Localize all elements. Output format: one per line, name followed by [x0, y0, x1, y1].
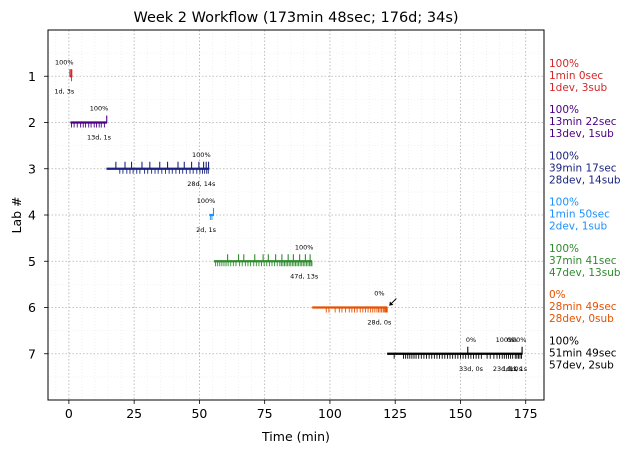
chart-title: Week 2 Workflow (173min 48sec; 176d; 34s…	[133, 10, 458, 26]
x-tick-label: 100	[318, 406, 342, 421]
lab-1-summary-line: 100%	[549, 58, 579, 70]
lab-4-summary-line: 1min 50sec	[549, 209, 610, 221]
x-axis-label: Time (min)	[261, 429, 330, 444]
segment-count-label: 1d, 3s	[54, 87, 75, 95]
y-axis-label: Lab #	[9, 196, 24, 233]
segment-percent-label: 100%	[192, 151, 211, 159]
lab-2-summary-line: 13dev, 1sub	[549, 128, 614, 140]
lab-3-summary-line: 100%	[549, 150, 579, 162]
lab-6-summary-line: 0%	[549, 289, 566, 301]
segment-percent-label: 0%	[466, 336, 476, 344]
segment-percent-label: 0%	[374, 290, 384, 298]
segment-count-label: 23d, 1s	[493, 365, 518, 373]
lab-1-summary-line: 1dev, 3sub	[549, 82, 608, 94]
lab-6-summary-line: 28dev, 0sub	[549, 313, 614, 325]
x-tick-label: 175	[514, 406, 538, 421]
lab-5-summary-line: 47dev, 13sub	[549, 267, 621, 279]
y-tick-label: 3	[28, 161, 36, 176]
incomplete-arrow-icon	[389, 301, 394, 306]
grid	[48, 30, 544, 400]
x-tick-label: 25	[126, 406, 142, 421]
lab-7-summary-line: 57dev, 2sub	[549, 359, 614, 371]
segment-annotations: 100% 1d, 3s 100% 13d, 1s 100% 28d, 14s 100% 2d,…	[54, 58, 527, 373]
segment-count-label: 1d, 0s	[502, 365, 523, 373]
y-tick-label: 1	[28, 69, 36, 84]
x-tick-label: 125	[383, 406, 407, 421]
y-axis-ticks: 1 2 3 4 5 6 7	[28, 69, 48, 361]
y-tick-label: 6	[28, 300, 36, 315]
segment-count-label: 2d, 1s	[196, 226, 217, 234]
segment-percent-label: 100%	[90, 105, 109, 113]
lab-7-summary-line: 51min 49sec	[549, 347, 617, 359]
lab-5-summary-line: 100%	[549, 243, 579, 255]
segment-percent-label: 100%	[496, 336, 515, 344]
segment-percent-label: 100%	[55, 58, 74, 66]
y-tick-label: 7	[28, 346, 36, 361]
lab-segments	[69, 69, 523, 359]
x-tick-label: 0	[65, 406, 73, 421]
lab-4-summary-line: 100%	[549, 197, 579, 209]
segment-percent-label: 100%	[508, 336, 527, 344]
y-tick-label: 5	[28, 254, 36, 269]
x-axis-ticks: 0 25 50 75 100 125 150 175	[65, 400, 538, 421]
lab-3-summary-line: 39min 17sec	[549, 162, 617, 174]
lab-2-summary-line: 13min 22sec	[549, 116, 617, 128]
x-tick-label: 50	[191, 406, 207, 421]
segment-count-label: 47d, 13s	[290, 272, 319, 280]
x-tick-label: 75	[257, 406, 273, 421]
segment-percent-label: 0%	[507, 336, 517, 344]
segment-count-label: 28d, 0s	[367, 319, 392, 327]
segment-count-label: 13d, 1s	[87, 134, 112, 142]
lab-6-summary-line: 28min 49sec	[549, 301, 617, 313]
x-tick-label: 150	[449, 406, 473, 421]
segment-percent-label: 100%	[295, 243, 314, 251]
lab-4-summary-line: 2dev, 1sub	[549, 221, 608, 233]
lab-3-summary-line: 28dev, 14sub	[549, 174, 621, 186]
y-tick-label: 4	[28, 208, 36, 223]
lab-1-summary-line: 1min 0sec	[549, 70, 603, 82]
segment-count-label: 33d, 0s	[459, 365, 484, 373]
y-tick-label: 2	[28, 115, 36, 130]
lab-7-summary-line: 100%	[549, 335, 579, 347]
lab-2-summary-line: 100%	[549, 104, 579, 116]
segment-count-label: 0d, 1s	[507, 365, 528, 373]
segment-count-label: 28d, 14s	[187, 180, 216, 188]
lab-5-summary-line: 37min 41sec	[549, 255, 617, 267]
segment-percent-label: 100%	[197, 197, 216, 205]
